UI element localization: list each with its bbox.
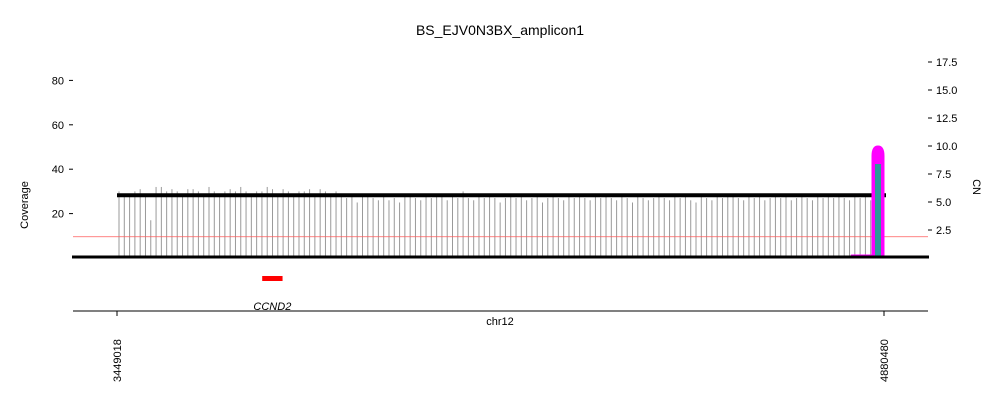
x-axis-ticks: 3449018 4880480 [112,311,891,382]
cn-tick-label: 10.0 [936,141,957,153]
x-tick-label: 3449018 [112,339,124,382]
coverage-tick-label: 20 [52,209,64,221]
cn-axis-label: CN [970,179,982,195]
amplified-interval [850,145,885,259]
coverage-tick-label: 40 [52,164,64,176]
gene-label: CCND2 [253,301,291,313]
amplicon-coverage [875,164,881,258]
coverage-tick-label: 80 [52,75,64,87]
gene-track: CCND2 [253,276,291,313]
x-tick-label: 4880480 [879,339,891,382]
chart-title: BS_EJV0N3BX_amplicon1 [416,22,584,38]
cn-tick-label: 2.5 [936,225,951,237]
cn-axis: 2.5 5.0 7.5 10.0 12.5 15.0 17.5 [928,57,957,237]
cn-tick-label: 15.0 [936,85,957,97]
cn-tick-label: 7.5 [936,169,951,181]
coverage-axis: 20 40 60 80 [52,75,73,221]
coverage-bars [118,186,877,258]
gene-block [262,276,283,281]
coverage-axis-label: Coverage [19,181,31,229]
coverage-tick-label: 60 [52,120,64,132]
x-axis-label: chr12 [486,316,514,328]
cn-tick-label: 17.5 [936,57,957,69]
cn-tick-label: 12.5 [936,113,957,125]
cn-tick-label: 5.0 [936,197,951,209]
